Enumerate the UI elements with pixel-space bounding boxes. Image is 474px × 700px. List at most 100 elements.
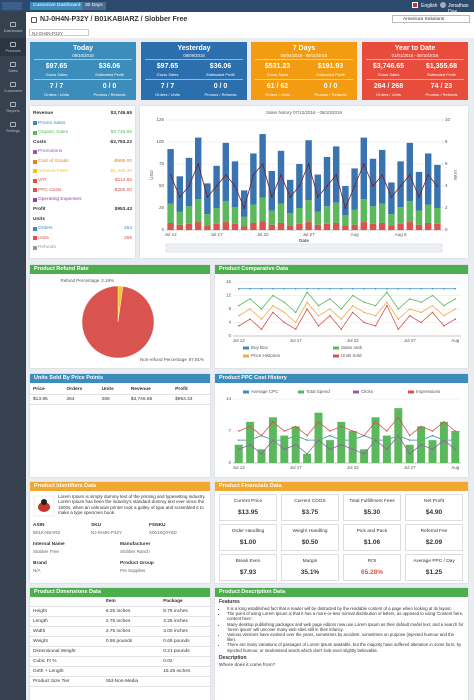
x-tick-label: Jul 27 bbox=[404, 465, 417, 470]
bar bbox=[259, 221, 266, 230]
financial-value: 35.1% bbox=[300, 569, 320, 576]
financial-value: $3.75 bbox=[301, 509, 319, 516]
bar bbox=[415, 171, 423, 211]
bar bbox=[303, 453, 312, 463]
line bbox=[238, 416, 456, 437]
line-point bbox=[237, 304, 240, 307]
feature-item: The point of using Lorem Ipsum is that i… bbox=[227, 611, 464, 621]
line-point bbox=[260, 308, 263, 310]
menu-label[interactable]: Customers bbox=[3, 89, 23, 93]
bar bbox=[268, 171, 276, 211]
line-point bbox=[260, 287, 263, 290]
x-tick-label: Aug bbox=[351, 232, 360, 237]
bar bbox=[378, 222, 386, 230]
line-point bbox=[443, 439, 445, 441]
line-point bbox=[351, 304, 354, 307]
menu-label[interactable]: Dashboard bbox=[3, 29, 23, 33]
description-question: Where does it come from? bbox=[219, 662, 276, 668]
bar bbox=[250, 222, 257, 230]
y2-tick-label: 0 bbox=[445, 227, 448, 232]
line-point bbox=[418, 196, 420, 198]
bar bbox=[323, 223, 331, 230]
line-point bbox=[298, 185, 301, 187]
menu-icon bbox=[10, 62, 16, 67]
line bbox=[238, 304, 456, 330]
menu-label[interactable]: Reports bbox=[6, 109, 20, 113]
y-tick-label: 75 bbox=[159, 161, 165, 166]
bar bbox=[360, 449, 369, 463]
product-image bbox=[33, 495, 55, 517]
bar bbox=[428, 440, 437, 463]
table-header bbox=[30, 597, 103, 607]
line-point bbox=[283, 321, 286, 324]
line-point bbox=[271, 196, 273, 198]
menu-icon bbox=[10, 122, 16, 127]
kpi-value: 0 / 0 bbox=[213, 83, 228, 90]
kpi-date: 08/10/2016 bbox=[72, 53, 94, 58]
menu-label[interactable]: Sales bbox=[8, 69, 18, 73]
bar bbox=[406, 222, 414, 230]
kpi-value: 7 / 7 bbox=[49, 83, 64, 90]
x-tick-label: Jul 22 bbox=[257, 232, 270, 237]
table-row: Length 2.75 inches 3.25 inches bbox=[30, 616, 210, 627]
kpi-label: Promos / Refunds bbox=[425, 92, 458, 97]
line-point bbox=[306, 291, 308, 293]
top-button[interactable]: 30 Days bbox=[82, 2, 106, 10]
summary-label: Units bbox=[38, 235, 49, 241]
line-point bbox=[374, 287, 377, 290]
financial-label: Current COGS bbox=[294, 499, 326, 504]
line-point bbox=[363, 311, 365, 314]
table-header-row: Price Orders Units Revenue Profit bbox=[30, 385, 210, 395]
line-point bbox=[397, 416, 400, 419]
line-point bbox=[329, 287, 331, 290]
language[interactable]: English bbox=[421, 3, 438, 9]
kpi-card: Year to Date 01/01/2016 - 08/10/2016 $3,74… bbox=[362, 42, 468, 100]
bar bbox=[167, 203, 174, 223]
swatch bbox=[33, 236, 37, 241]
account-select[interactable]: American Solutions bbox=[392, 15, 470, 23]
x-tick-label: Jul 12 bbox=[233, 338, 246, 343]
menu-label[interactable]: Products bbox=[5, 49, 21, 53]
line-point bbox=[353, 185, 356, 187]
bar bbox=[424, 204, 432, 223]
line-point bbox=[431, 311, 434, 314]
x-tick-label: Aug 6 bbox=[395, 232, 407, 237]
line-point bbox=[317, 325, 320, 327]
line-point bbox=[454, 298, 457, 300]
kpi-title: Today bbox=[72, 45, 94, 52]
sku-select[interactable]: NJ-0H4N-P32Y bbox=[29, 29, 89, 36]
table-cell: $953.43 bbox=[172, 394, 210, 405]
kpi-value: $36.06 bbox=[209, 63, 232, 70]
pie-label-name: Non-refund Percentage bbox=[140, 357, 187, 362]
kpi-label: Promos / Refunds bbox=[314, 92, 347, 97]
line-point bbox=[363, 321, 365, 324]
line-point bbox=[249, 443, 251, 446]
x-tick-label: Jul 17 bbox=[290, 338, 303, 343]
chart: 0 4 8 12 16 Jul 12 Jul 17 Jul 22 Jul 27 Aug Buy Bo… bbox=[226, 279, 461, 358]
menu-label[interactable]: Settings bbox=[6, 129, 20, 133]
line-point bbox=[306, 308, 308, 310]
bar bbox=[305, 200, 312, 223]
top-button[interactable]: Customize Dashboard bbox=[30, 2, 84, 10]
bar bbox=[185, 223, 193, 230]
table-header: Package bbox=[160, 597, 210, 607]
line-point bbox=[272, 304, 274, 307]
kpi-value: 0 / 0 bbox=[323, 83, 338, 90]
kpi-label: Promos / Refunds bbox=[93, 92, 126, 97]
line-point bbox=[431, 287, 434, 290]
kpi-value: $1,355.68 bbox=[425, 63, 458, 70]
line-point bbox=[381, 174, 383, 176]
y2-axis-label: Units bbox=[453, 170, 458, 181]
bar bbox=[369, 223, 377, 230]
bar bbox=[185, 157, 193, 207]
identifier-value: B01KABIARZ bbox=[33, 529, 61, 535]
table-cell: 2.75 inches bbox=[102, 616, 161, 627]
line-point bbox=[283, 301, 286, 304]
line-point bbox=[329, 308, 331, 310]
legend-label: Average CPC bbox=[251, 389, 279, 394]
table-header: Revenue bbox=[127, 385, 173, 395]
chart: Sales history 07/12/2016 - 08/10/2016025… bbox=[149, 110, 458, 253]
kpi-divider bbox=[145, 79, 243, 80]
table-cell: $13.95 bbox=[30, 394, 64, 405]
identifier-label: SKU bbox=[91, 523, 102, 528]
